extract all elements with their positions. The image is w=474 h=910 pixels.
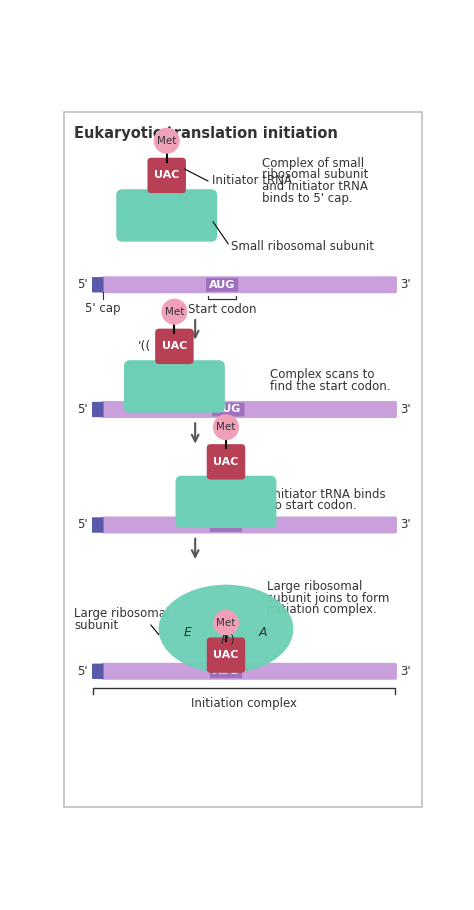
Text: 3': 3' (400, 665, 410, 678)
Circle shape (214, 415, 238, 440)
Text: Small ribosomal subunit: Small ribosomal subunit (231, 239, 374, 253)
Text: Initiator tRNA: Initiator tRNA (212, 175, 292, 187)
FancyBboxPatch shape (210, 518, 242, 532)
Text: 5': 5' (78, 278, 88, 291)
FancyBboxPatch shape (175, 476, 276, 528)
Text: 5': 5' (78, 519, 88, 531)
Text: Initiation complex: Initiation complex (191, 697, 297, 711)
Circle shape (162, 299, 187, 324)
FancyBboxPatch shape (207, 444, 245, 480)
Text: 5': 5' (78, 403, 88, 416)
Text: 5': 5' (78, 665, 88, 678)
Text: UAC: UAC (162, 341, 187, 351)
FancyBboxPatch shape (92, 277, 103, 292)
Circle shape (214, 611, 238, 635)
Text: subunit joins to form: subunit joins to form (267, 592, 389, 604)
Text: UAC: UAC (213, 457, 239, 467)
Text: to start codon.: to start codon. (270, 500, 356, 512)
FancyBboxPatch shape (155, 329, 194, 364)
Text: Large ribosomal: Large ribosomal (74, 607, 170, 620)
Text: 5' cap: 5' cap (85, 302, 120, 315)
Text: Initiator tRNA binds: Initiator tRNA binds (270, 488, 385, 501)
Text: AUG: AUG (213, 666, 239, 676)
Text: subunit: subunit (74, 619, 118, 632)
FancyBboxPatch shape (101, 401, 397, 418)
Text: 3': 3' (400, 519, 410, 531)
Text: Met: Met (216, 618, 236, 628)
Text: 3': 3' (400, 278, 410, 291)
FancyBboxPatch shape (147, 157, 186, 193)
FancyBboxPatch shape (212, 402, 245, 417)
Text: Met: Met (216, 422, 236, 432)
Text: and initiator tRNA: and initiator tRNA (262, 180, 368, 193)
FancyBboxPatch shape (210, 664, 242, 678)
FancyBboxPatch shape (124, 360, 225, 412)
Text: UAC: UAC (154, 170, 179, 180)
FancyBboxPatch shape (92, 402, 103, 417)
Text: E: E (183, 626, 191, 640)
Text: initiation complex.: initiation complex. (267, 603, 376, 616)
FancyBboxPatch shape (207, 637, 245, 672)
Text: ): ) (230, 634, 235, 647)
FancyBboxPatch shape (101, 662, 397, 680)
Text: find the start codon.: find the start codon. (270, 379, 391, 393)
Text: ribosomal subunit: ribosomal subunit (262, 168, 369, 181)
Text: Complex of small: Complex of small (262, 157, 365, 170)
Circle shape (155, 128, 179, 153)
Text: AUG: AUG (215, 405, 241, 414)
Text: Met: Met (164, 307, 184, 317)
FancyBboxPatch shape (92, 517, 103, 532)
Text: AUG: AUG (213, 520, 239, 530)
FancyBboxPatch shape (116, 189, 217, 242)
Text: Large ribosomal: Large ribosomal (267, 580, 362, 593)
Text: '((: '(( (138, 339, 151, 353)
Text: Start codon: Start codon (188, 303, 256, 317)
Text: Eukaryotic translation initiation: Eukaryotic translation initiation (74, 126, 338, 141)
Text: Met: Met (157, 136, 176, 146)
Text: P: P (221, 634, 228, 647)
Text: 3': 3' (400, 403, 410, 416)
FancyBboxPatch shape (101, 277, 397, 293)
FancyBboxPatch shape (64, 112, 422, 807)
Text: A: A (259, 626, 267, 640)
Text: AUG: AUG (209, 279, 235, 289)
FancyBboxPatch shape (92, 663, 103, 679)
Ellipse shape (159, 584, 293, 673)
Text: binds to 5' cap.: binds to 5' cap. (262, 192, 353, 205)
FancyBboxPatch shape (101, 517, 397, 533)
FancyBboxPatch shape (206, 278, 238, 292)
Text: UAC: UAC (213, 650, 239, 660)
Text: Complex scans to: Complex scans to (270, 369, 374, 381)
